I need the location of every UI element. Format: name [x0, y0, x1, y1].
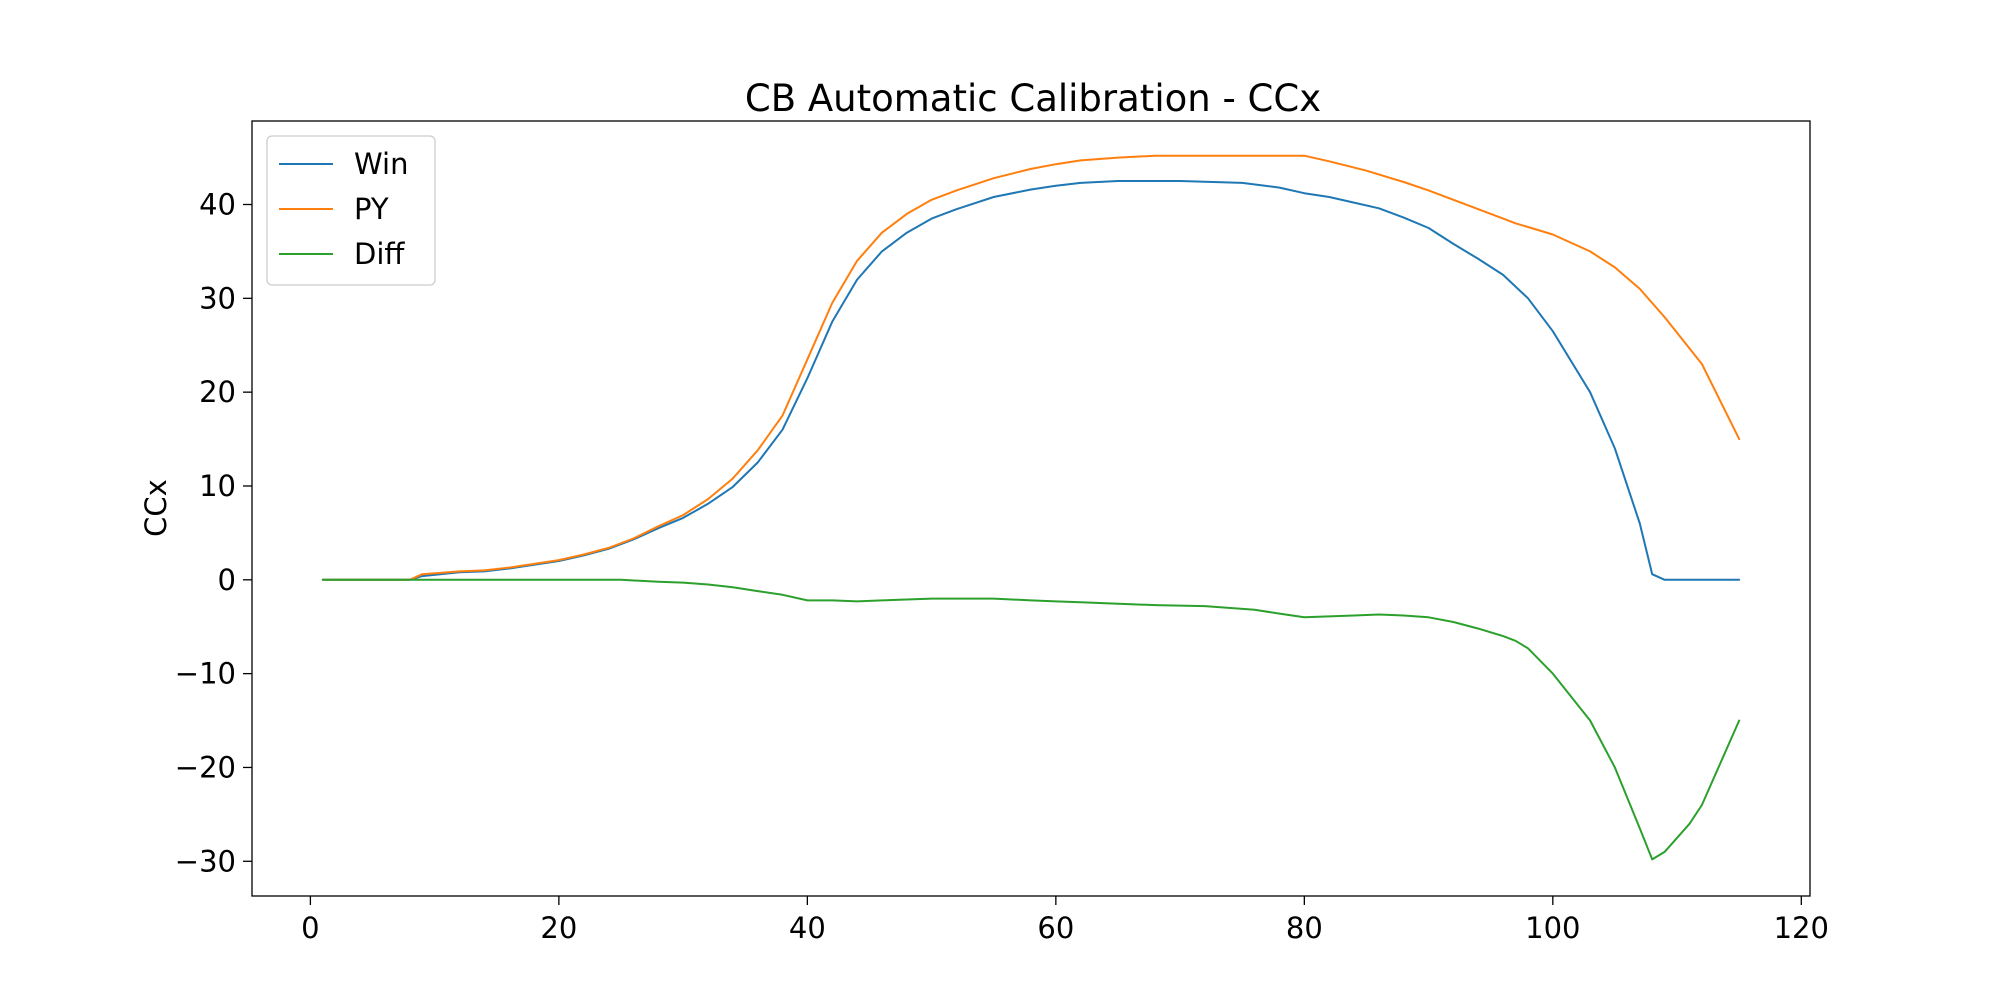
x-tick-label: 100: [1525, 911, 1580, 945]
legend-label-diff: Diff: [354, 237, 405, 271]
y-tick-label: 0: [218, 563, 236, 597]
y-tick-label: −20: [175, 750, 236, 784]
y-tick-label: 30: [199, 281, 236, 315]
legend-box: [266, 135, 436, 286]
series-line-win: [321, 180, 1741, 581]
y-axis-label: CCx: [139, 479, 173, 537]
legend: Win PY Diff: [266, 135, 436, 286]
y-tick-label: −10: [175, 657, 236, 691]
plot-frame: [251, 120, 1811, 897]
y-tick-label: −30: [175, 844, 236, 878]
y-tick-label: 40: [199, 188, 236, 222]
x-tick-label: 80: [1286, 911, 1323, 945]
x-tick-label: 60: [1037, 911, 1074, 945]
x-tick-label: 40: [789, 911, 826, 945]
series-line-py: [321, 154, 1741, 581]
chart-title: CB Automatic Calibration - CCx: [745, 77, 1321, 120]
series-line-diff: [321, 578, 1741, 861]
legend-label-win: Win: [354, 147, 408, 181]
y-tick-label: 20: [199, 375, 236, 409]
x-tick-label: 20: [540, 911, 577, 945]
x-tick-label: 120: [1774, 911, 1829, 945]
y-tick-label: 10: [199, 469, 236, 503]
series-layer: [321, 154, 1741, 861]
legend-label-py: PY: [354, 192, 389, 226]
tick-layer: 0 20 40 60 80 100 120 −30 −20 −10 0 10 20 30 40: [175, 188, 1829, 945]
y-axis-label-group: CCx: [139, 479, 173, 537]
x-tick-label: 0: [301, 911, 319, 945]
